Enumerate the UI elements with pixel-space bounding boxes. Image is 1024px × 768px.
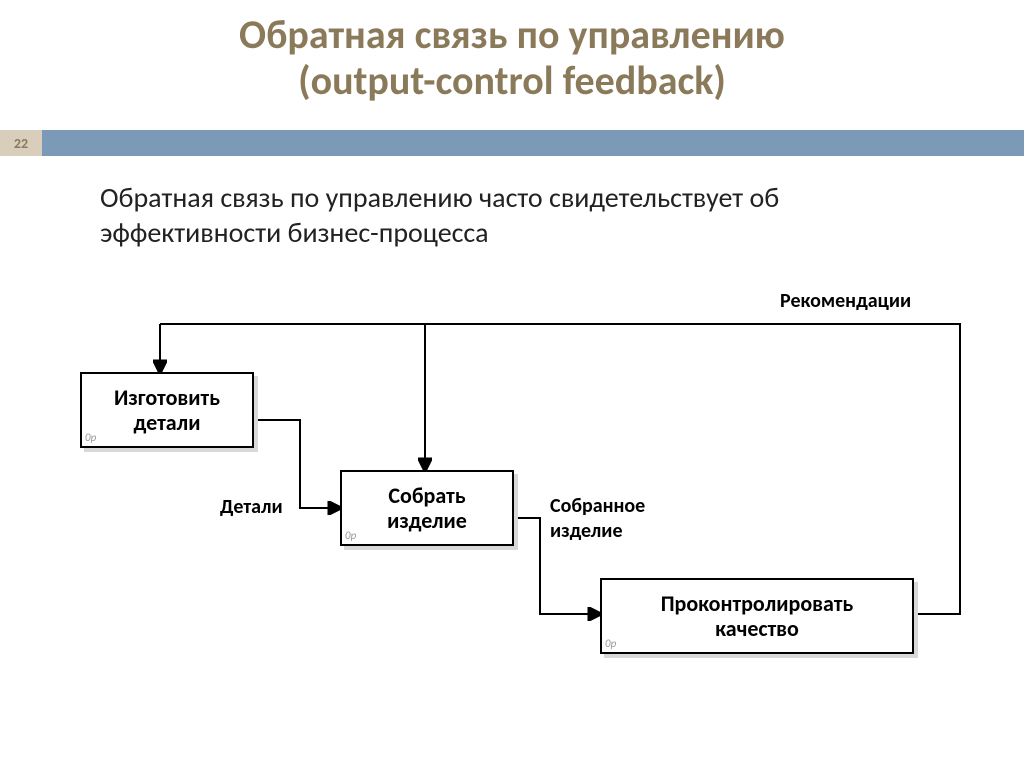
flowchart: Изготовить детали 0р Собрать изделие 0р … [40,310,984,730]
edge-label-assembled-2: изделие [550,520,710,543]
edge-label-parts: Детали [220,496,340,519]
node-manufacture-parts: Изготовить детали 0р [80,372,254,448]
title-line2: (output-control feedback) [298,56,726,105]
edge-label-assembled-1: Собранное [550,495,710,518]
node-tag: 0р [85,432,96,445]
node-tag: 0р [605,638,616,651]
page-number: 22 [14,135,28,152]
node-label-l1: Проконтролировать [661,591,854,616]
slide-subtitle: Обратная связь по управлению часто свиде… [100,180,920,250]
node-label-l1: Изготовить [114,385,220,410]
edge-feedback-trunk [160,324,960,614]
node-assemble-product: Собрать изделие 0р [340,470,514,546]
edge-label-recommendations: Рекомендации [780,290,980,313]
node-tag: 0р [345,530,356,543]
node-label-l1: Собрать [388,483,465,508]
node-label-l2: детали [134,410,201,435]
title-underline [0,130,1024,156]
node-label-l2: изделие [387,508,467,533]
slide-title: Обратная связь по управлению (output-con… [0,12,1024,104]
slide: Обратная связь по управлению (output-con… [0,0,1024,768]
page-number-badge: 22 [0,130,42,156]
node-quality-control: Проконтролировать качество 0р [600,578,914,654]
node-label-l2: качество [715,616,799,641]
title-line1: Обратная связь по управлению [239,10,785,59]
